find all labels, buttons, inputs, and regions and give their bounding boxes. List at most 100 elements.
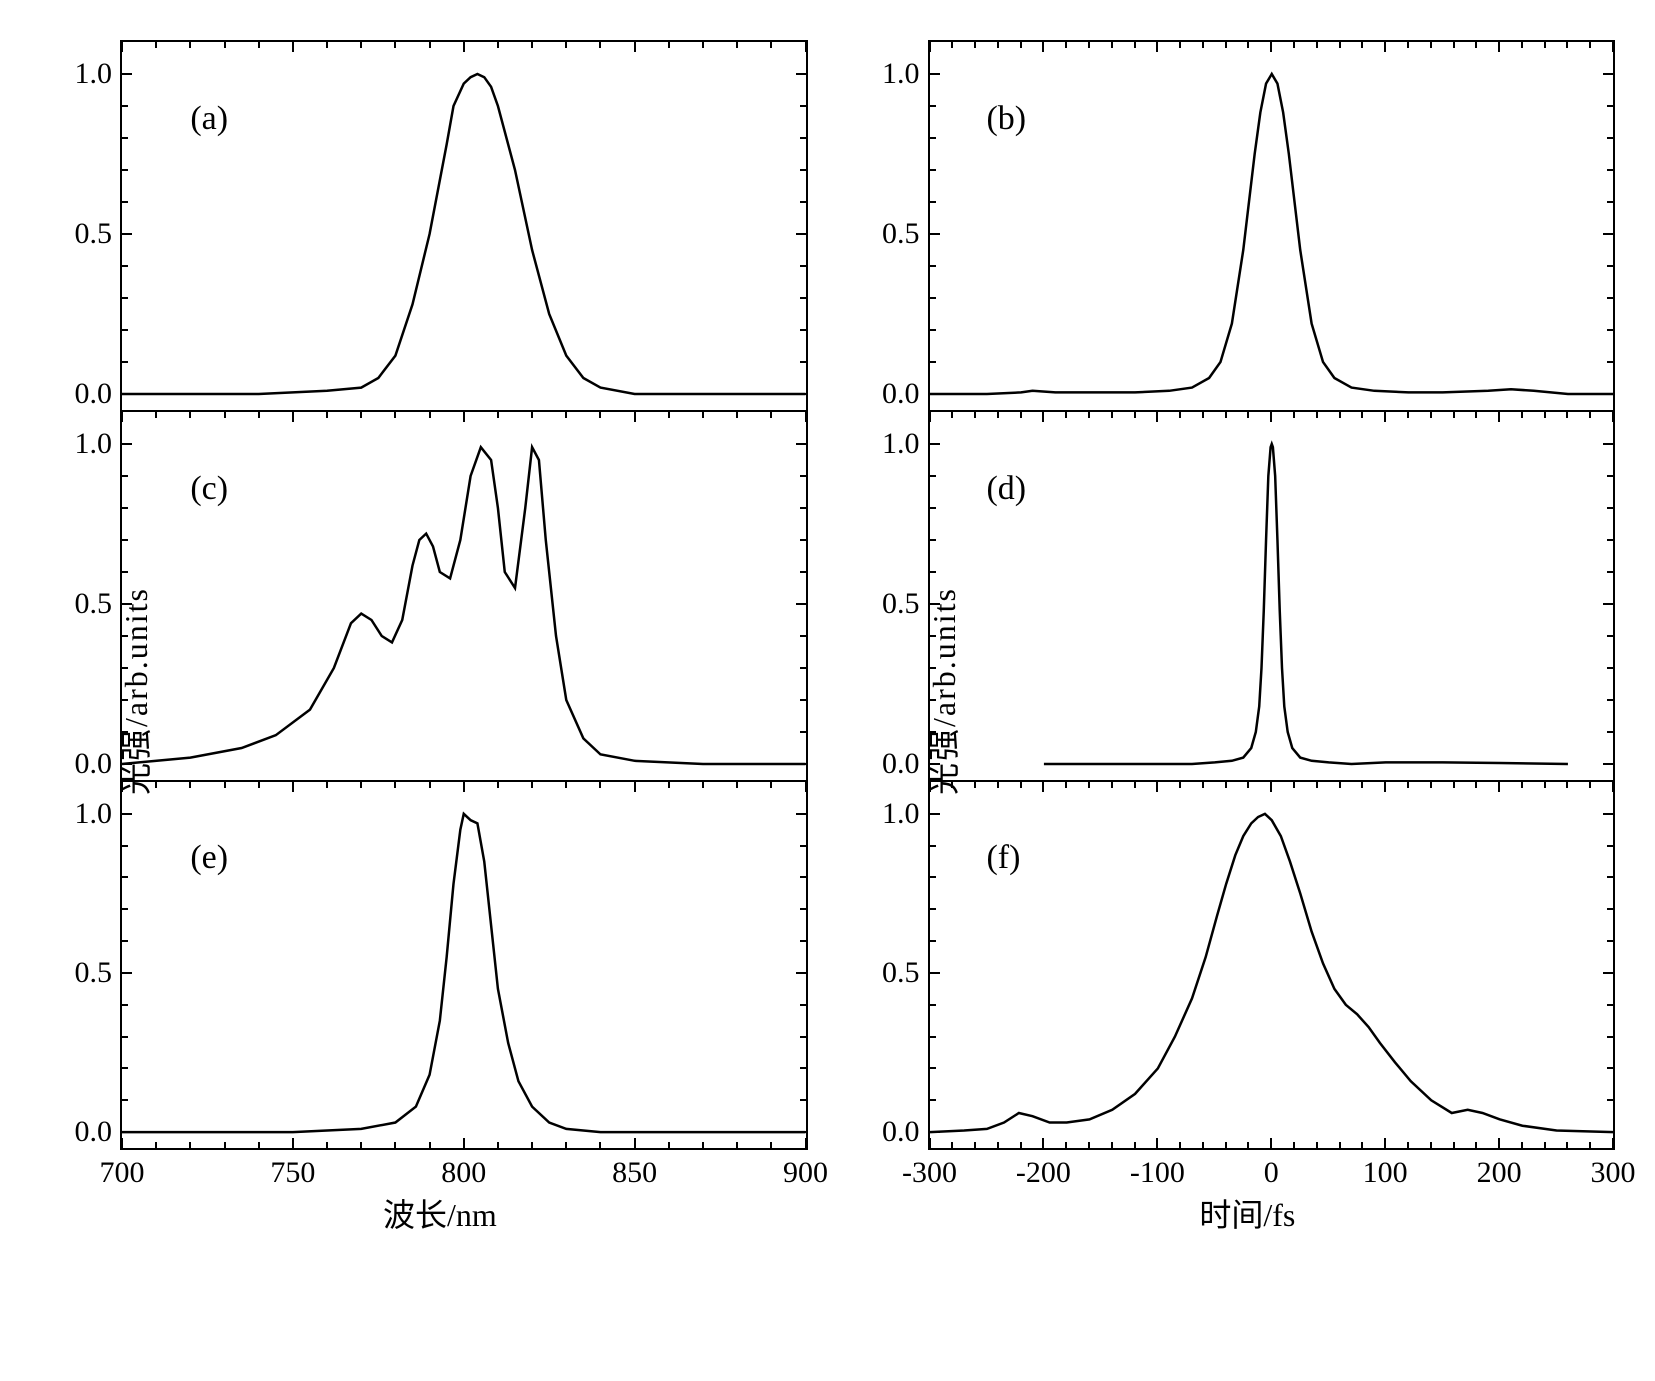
ytick-minor-right: [1607, 813, 1613, 815]
ytick-minor: [930, 908, 936, 910]
ytick-minor: [930, 393, 936, 395]
xtick-minor-top: [1498, 412, 1500, 418]
ytick-minor-right: [800, 908, 806, 910]
ytick-minor-right: [1607, 667, 1613, 669]
ytick-minor-right: [800, 169, 806, 171]
xtick-minor: [736, 1142, 738, 1148]
xtick-minor-top: [668, 42, 670, 48]
xtick-minor: [1225, 1142, 1227, 1148]
xtick-minor-top: [1134, 782, 1136, 788]
ytick-minor-right: [800, 297, 806, 299]
ytick-minor-right: [1607, 201, 1613, 203]
curve-e: [122, 782, 806, 1148]
ytick-minor: [122, 297, 128, 299]
ytick-minor-right: [1607, 1036, 1613, 1038]
xtick-minor-top: [951, 42, 953, 48]
xtick-minor-top: [1270, 412, 1272, 418]
xtick-minor-top: [565, 42, 567, 48]
xtick-minor-top: [531, 782, 533, 788]
xtick-minor-top: [1407, 782, 1409, 788]
xtick-minor: [634, 1142, 636, 1148]
xtick-minor-top: [1088, 782, 1090, 788]
ytick-label: 0.5: [75, 217, 113, 251]
ytick-minor-right: [1607, 731, 1613, 733]
xtick-minor: [668, 1142, 670, 1148]
ytick-minor: [122, 1067, 128, 1069]
ytick-minor: [122, 265, 128, 267]
xtick-minor-top: [599, 412, 601, 418]
ytick-minor: [930, 940, 936, 942]
ytick-minor: [930, 1004, 936, 1006]
xtick-minor-top: [736, 42, 738, 48]
xtick-minor-top: [360, 782, 362, 788]
xtick-minor-top: [805, 412, 807, 418]
ytick-minor-right: [1607, 845, 1613, 847]
ytick-minor: [122, 507, 128, 509]
ytick-minor: [122, 169, 128, 171]
xtick-minor: [1270, 1142, 1272, 1148]
xtick-minor-top: [326, 42, 328, 48]
xtick-minor-top: [1111, 412, 1113, 418]
curve-a: [122, 42, 806, 410]
xtick-minor-top: [736, 412, 738, 418]
xtick-minor-top: [1316, 42, 1318, 48]
xtick-minor: [1179, 1142, 1181, 1148]
ytick-minor-right: [800, 361, 806, 363]
xtick-minor: [1407, 1142, 1409, 1148]
xtick-minor-top: [1316, 782, 1318, 788]
ytick-minor-right: [800, 763, 806, 765]
ytick-minor-right: [1607, 443, 1613, 445]
ytick-minor: [930, 233, 936, 235]
xtick-minor-top: [155, 782, 157, 788]
ytick-minor-right: [1607, 940, 1613, 942]
ytick-minor-right: [1607, 507, 1613, 509]
ytick-minor: [930, 105, 936, 107]
ytick-minor-right: [800, 1036, 806, 1038]
xtick-minor-top: [929, 412, 931, 418]
xtick-minor-top: [702, 412, 704, 418]
xtick-minor-top: [429, 42, 431, 48]
ytick-label: 1.0: [75, 797, 113, 831]
ytick-minor: [122, 1004, 128, 1006]
xtick-minor: [1042, 1142, 1044, 1148]
xtick-minor-top: [1225, 782, 1227, 788]
panel-e: 0.00.51.0700750800850900(e): [120, 780, 808, 1150]
ytick-label: 1.0: [75, 427, 113, 461]
panel-label-a: (a): [190, 100, 228, 138]
ytick-minor: [930, 763, 936, 765]
ytick-label: 0.0: [75, 377, 113, 411]
xtick-minor: [997, 1142, 999, 1148]
xtick-minor: [1521, 1142, 1523, 1148]
ytick-minor: [122, 940, 128, 942]
ytick-minor: [122, 731, 128, 733]
xtick-label: 700: [100, 1156, 145, 1190]
ytick-label: 0.5: [882, 217, 920, 251]
ytick-minor: [930, 876, 936, 878]
xtick-minor-top: [1566, 782, 1568, 788]
xtick-minor: [1544, 1142, 1546, 1148]
ytick-label: 0.0: [75, 1115, 113, 1149]
x-axis-label-right: 时间/fs: [1199, 1190, 1295, 1236]
ytick-minor-right: [1607, 635, 1613, 637]
xtick-minor-top: [1407, 412, 1409, 418]
xtick-minor-top: [189, 782, 191, 788]
ytick-minor-right: [1607, 603, 1613, 605]
xtick-minor-top: [121, 42, 123, 48]
ytick-label: 0.0: [882, 1115, 920, 1149]
xtick-minor-top: [805, 782, 807, 788]
ytick-minor: [122, 908, 128, 910]
ytick-minor-right: [1607, 265, 1613, 267]
panel-label-e: (e): [190, 839, 228, 877]
xtick-label: 900: [783, 1156, 828, 1190]
xtick-minor-top: [1589, 42, 1591, 48]
xtick-minor-top: [1339, 782, 1341, 788]
curve-d: [930, 412, 1614, 780]
xtick-minor-top: [1179, 42, 1181, 48]
xtick-minor-top: [1453, 782, 1455, 788]
xtick-label: 850: [612, 1156, 657, 1190]
xtick-minor: [189, 1142, 191, 1148]
xtick-minor-top: [1361, 782, 1363, 788]
ytick-minor: [122, 667, 128, 669]
xtick-minor: [1065, 1142, 1067, 1148]
xtick-minor: [258, 1142, 260, 1148]
